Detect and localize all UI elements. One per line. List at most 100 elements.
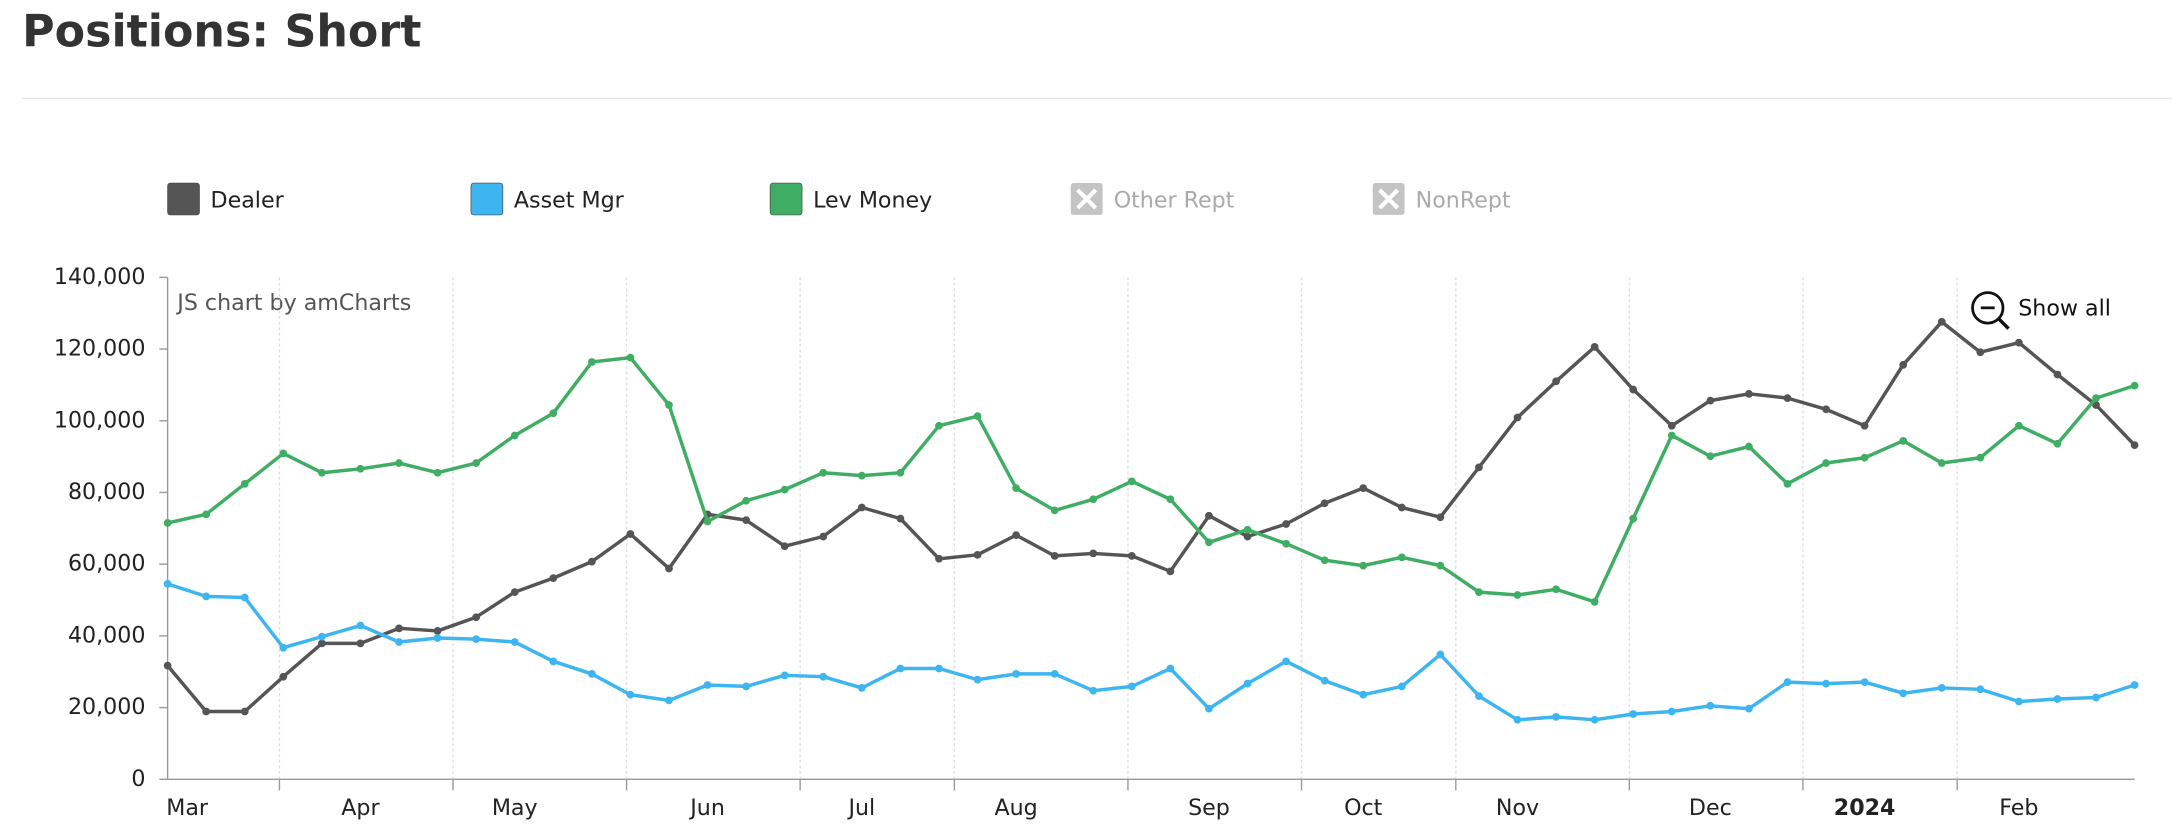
zoom-label[interactable]: Show all xyxy=(2018,296,2111,322)
data-point xyxy=(1667,421,1676,430)
data-point xyxy=(1706,396,1715,405)
y-tick-label: 140,000 xyxy=(54,264,146,290)
data-point xyxy=(1976,453,1985,462)
legend-item[interactable]: Lev Money xyxy=(769,182,932,216)
page-title: Positions: Short xyxy=(22,7,421,58)
data-point xyxy=(1397,682,1406,691)
data-point xyxy=(742,496,751,505)
data-point xyxy=(1629,710,1638,718)
data-point xyxy=(433,468,442,477)
data-point xyxy=(2130,681,2139,689)
data-point xyxy=(1475,588,1483,597)
series-line xyxy=(166,320,2136,714)
legend-label[interactable]: NonRept xyxy=(1416,188,1511,214)
data-point xyxy=(935,664,943,673)
data-point xyxy=(510,431,519,440)
data-point xyxy=(973,675,982,684)
data-point xyxy=(587,670,596,678)
y-tick-label: 20,000 xyxy=(68,694,145,720)
data-point xyxy=(395,624,403,633)
data-point xyxy=(1089,686,1098,695)
data-point xyxy=(1089,549,1098,558)
data-point xyxy=(1899,360,1908,369)
x-tick-label: Oct xyxy=(1344,795,1383,821)
legend-label[interactable]: Asset Mgr xyxy=(514,188,625,214)
legend-label[interactable]: Other Rept xyxy=(1114,188,1235,214)
x-tick-label: Mar xyxy=(166,795,209,821)
x-tick-label: Feb xyxy=(1999,795,2038,821)
data-point xyxy=(587,557,596,566)
data-point xyxy=(395,638,403,646)
data-point xyxy=(1745,442,1753,451)
data-point xyxy=(1436,650,1445,659)
data-point xyxy=(742,682,751,691)
x-tick-label: Jul xyxy=(846,795,875,821)
data-point xyxy=(665,696,673,705)
data-point xyxy=(1205,511,1213,520)
zoom-button[interactable]: Show all xyxy=(1971,291,2111,330)
y-tick-label: 0 xyxy=(131,766,145,792)
data-point xyxy=(1590,597,1599,606)
data-point xyxy=(279,449,288,458)
data-point xyxy=(202,510,211,519)
data-point xyxy=(2015,338,2023,347)
legend-item-hidden[interactable]: Other Rept xyxy=(1070,183,1235,215)
data-point xyxy=(973,412,982,420)
data-point xyxy=(1552,585,1560,594)
legend-item-hidden[interactable]: NonRept xyxy=(1372,183,1511,215)
data-point xyxy=(1745,704,1753,713)
data-point xyxy=(1359,561,1368,570)
data-point xyxy=(1243,525,1252,534)
x-tick-label: Dec xyxy=(1689,795,1732,821)
y-tick-label: 100,000 xyxy=(54,407,146,433)
data-point xyxy=(2053,370,2062,379)
data-point xyxy=(549,409,558,418)
y-tick-label: 60,000 xyxy=(68,551,145,577)
data-point xyxy=(1667,431,1676,440)
x-tick-label: Apr xyxy=(341,795,380,821)
zoom-icon xyxy=(1971,291,2005,325)
data-point xyxy=(163,580,172,588)
data-point xyxy=(1475,692,1483,701)
data-point xyxy=(2015,421,2023,430)
data-point xyxy=(1050,552,1059,560)
data-point xyxy=(1127,682,1136,691)
data-point xyxy=(626,530,635,538)
data-point xyxy=(1359,484,1368,493)
data-point xyxy=(1050,506,1059,515)
x-tick-label: May xyxy=(492,795,538,821)
data-point xyxy=(1320,499,1329,508)
data-point xyxy=(1976,685,1985,694)
data-point xyxy=(1127,477,1136,486)
legend-label[interactable]: Lev Money xyxy=(813,188,932,214)
legend-label[interactable]: Dealer xyxy=(211,188,285,214)
data-point xyxy=(1590,343,1599,351)
credit: JS chart by amCharts xyxy=(175,290,411,316)
series-line xyxy=(167,582,2136,722)
data-point xyxy=(626,353,635,362)
data-point xyxy=(163,519,172,527)
data-point xyxy=(240,479,249,488)
legend-x xyxy=(1076,188,1098,210)
data-point xyxy=(896,468,905,477)
data-point xyxy=(1397,503,1406,512)
data-point xyxy=(433,626,442,635)
data-point xyxy=(1899,689,1908,698)
data-point xyxy=(356,621,365,630)
data-point xyxy=(1205,704,1213,713)
legend-swatch xyxy=(167,182,200,216)
data-point xyxy=(1089,495,1098,504)
data-point xyxy=(1320,556,1329,565)
x-tick-label: Nov xyxy=(1496,795,1539,821)
data-point xyxy=(935,554,943,563)
zoom-icon-handle xyxy=(1997,317,2010,330)
legend-item[interactable]: Dealer xyxy=(167,182,285,216)
data-point xyxy=(1822,459,1830,467)
data-point xyxy=(318,468,326,477)
data-point xyxy=(318,639,326,648)
data-point xyxy=(1552,713,1560,721)
y-tick-label: 120,000 xyxy=(54,336,146,362)
legend-x xyxy=(1378,188,1400,210)
legend-item[interactable]: Asset Mgr xyxy=(470,182,625,216)
data-point xyxy=(240,593,249,602)
